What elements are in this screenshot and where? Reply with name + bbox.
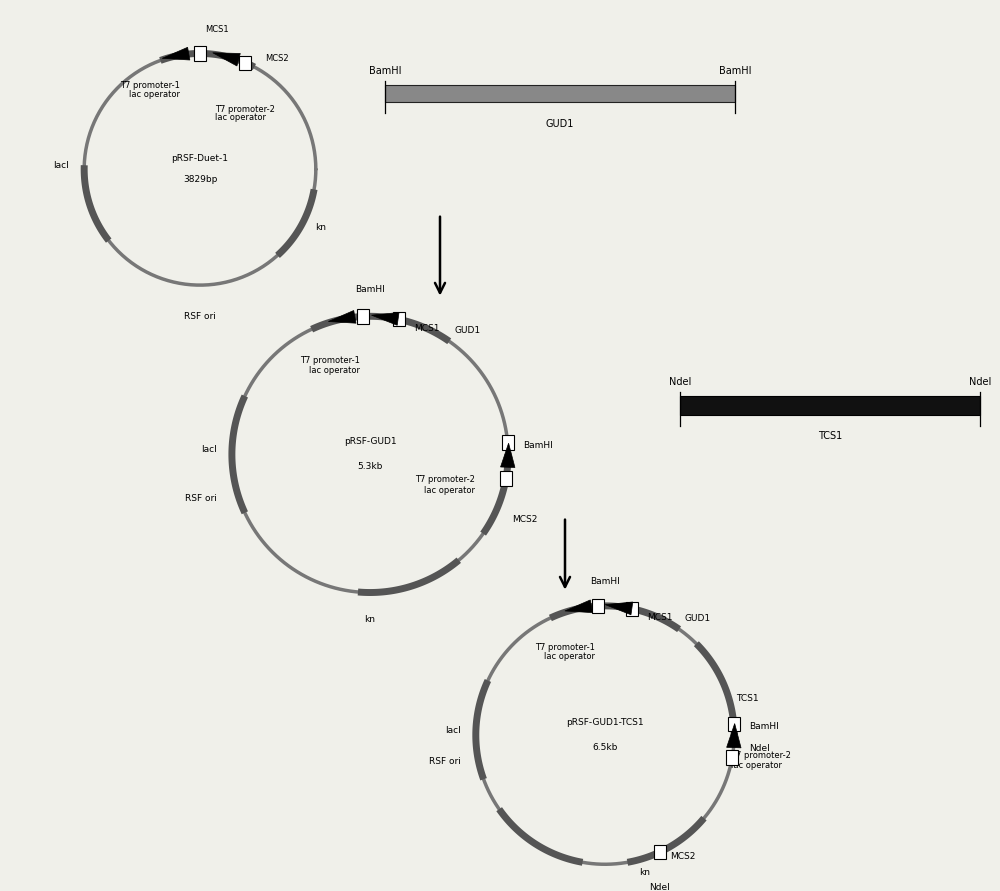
Polygon shape bbox=[371, 313, 399, 325]
Bar bbox=[393, 312, 405, 326]
Text: lac operator: lac operator bbox=[129, 89, 180, 99]
Text: MCS2: MCS2 bbox=[512, 515, 537, 524]
Text: NdeI: NdeI bbox=[749, 744, 770, 753]
Bar bbox=[239, 55, 251, 69]
Text: TCS1: TCS1 bbox=[818, 431, 842, 441]
Text: MCS1: MCS1 bbox=[647, 613, 672, 622]
Text: pRSF-GUD1-TCS1: pRSF-GUD1-TCS1 bbox=[566, 718, 644, 727]
Polygon shape bbox=[605, 602, 633, 615]
Text: BamHI: BamHI bbox=[590, 577, 620, 586]
Text: 5.3kb: 5.3kb bbox=[357, 462, 383, 471]
Bar bbox=[385, 85, 735, 102]
Polygon shape bbox=[501, 443, 515, 468]
Text: kn: kn bbox=[639, 868, 650, 878]
Text: 3829bp: 3829bp bbox=[183, 176, 217, 184]
Text: kn: kn bbox=[315, 223, 326, 232]
Text: BamHI: BamHI bbox=[523, 441, 553, 450]
Text: NdeI: NdeI bbox=[669, 377, 691, 387]
Bar bbox=[502, 435, 514, 449]
Text: RSF ori: RSF ori bbox=[429, 757, 461, 766]
Bar bbox=[728, 716, 740, 731]
Text: pRSF-GUD1: pRSF-GUD1 bbox=[344, 437, 396, 446]
Bar bbox=[680, 396, 980, 415]
Text: BamHI: BamHI bbox=[369, 66, 401, 76]
Text: lac operator: lac operator bbox=[309, 365, 360, 375]
Text: NdeI: NdeI bbox=[969, 377, 991, 387]
Text: T7 promoter-2: T7 promoter-2 bbox=[415, 475, 475, 484]
Text: lacI: lacI bbox=[53, 160, 69, 170]
Text: GUD1: GUD1 bbox=[685, 614, 711, 623]
Text: NdeI: NdeI bbox=[649, 883, 670, 891]
Text: T7 promoter-1: T7 promoter-1 bbox=[535, 642, 595, 651]
Text: T7 promoter-2: T7 promoter-2 bbox=[215, 104, 275, 113]
Bar bbox=[726, 750, 738, 764]
Text: lac operator: lac operator bbox=[215, 112, 266, 122]
Text: MCS2: MCS2 bbox=[265, 53, 289, 62]
Text: MCS2: MCS2 bbox=[670, 852, 696, 861]
Bar bbox=[500, 471, 512, 486]
Polygon shape bbox=[162, 47, 190, 60]
Polygon shape bbox=[565, 600, 593, 613]
Text: TCS1: TCS1 bbox=[736, 693, 759, 702]
Text: BamHI: BamHI bbox=[355, 285, 385, 294]
Text: 6.5kb: 6.5kb bbox=[592, 743, 618, 752]
Polygon shape bbox=[328, 310, 356, 323]
Text: T7 promoter-2: T7 promoter-2 bbox=[731, 750, 791, 760]
Text: RSF ori: RSF ori bbox=[184, 312, 216, 321]
Text: T7 promoter-1: T7 promoter-1 bbox=[120, 81, 180, 90]
Bar bbox=[357, 309, 369, 323]
Text: GUD1: GUD1 bbox=[546, 119, 574, 128]
Text: kn: kn bbox=[364, 615, 376, 624]
Text: lac operator: lac operator bbox=[731, 761, 782, 771]
Polygon shape bbox=[213, 53, 240, 66]
Text: T7 promoter-1: T7 promoter-1 bbox=[300, 356, 360, 365]
Text: lac operator: lac operator bbox=[424, 486, 475, 495]
Text: lacI: lacI bbox=[201, 446, 217, 454]
Text: pRSF-Duet-1: pRSF-Duet-1 bbox=[172, 154, 228, 163]
Bar bbox=[626, 601, 638, 616]
Text: lac operator: lac operator bbox=[544, 651, 595, 661]
Text: lacI: lacI bbox=[445, 726, 461, 735]
Text: GUD1: GUD1 bbox=[454, 326, 480, 335]
Bar bbox=[654, 845, 666, 859]
Bar bbox=[194, 46, 206, 61]
Text: BamHI: BamHI bbox=[749, 722, 779, 731]
Text: BamHI: BamHI bbox=[719, 66, 751, 76]
Bar bbox=[592, 599, 604, 613]
Text: MCS1: MCS1 bbox=[414, 323, 439, 332]
Text: MCS1: MCS1 bbox=[205, 25, 229, 34]
Polygon shape bbox=[727, 723, 741, 748]
Text: RSF ori: RSF ori bbox=[185, 495, 217, 503]
